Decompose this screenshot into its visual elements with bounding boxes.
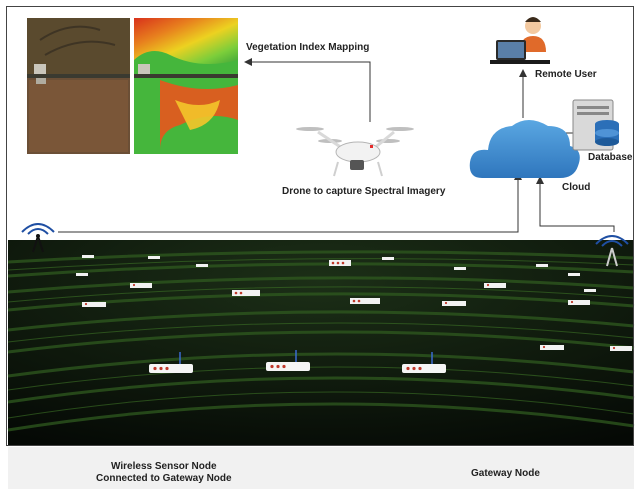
drone-icon <box>296 127 414 177</box>
legend-gateway-label: Gateway Node <box>471 468 540 479</box>
database-icon <box>572 99 619 151</box>
sensor-node-large-1 <box>149 352 193 373</box>
remote-user-label: Remote User <box>535 69 597 80</box>
gateway-node-left <box>21 223 55 253</box>
rgb-field-image <box>27 18 130 154</box>
legend-panel <box>8 447 634 489</box>
sensor-node-large-2 <box>266 350 310 371</box>
gateway-node-right <box>595 235 629 267</box>
ndvi-map-image <box>134 18 238 154</box>
cloud-label: Cloud <box>562 182 591 193</box>
legend-sensor-label: Wireless Sensor Node Connected to Gatewa… <box>96 461 232 485</box>
drone-label: Drone to capture Spectral Imagery <box>282 186 446 197</box>
vegetation-index-label: Vegetation Index Mapping <box>246 42 370 53</box>
sensor-node-leds <box>84 261 616 350</box>
cloud-icon <box>469 120 580 178</box>
remote-user-icon <box>490 17 550 64</box>
sensor-node-large-3 <box>402 352 446 373</box>
crop-field <box>7 240 635 445</box>
legend-sensor-line2: Connected to Gateway Node <box>96 473 232 484</box>
database-label: Database <box>588 152 633 163</box>
sensor-nodes <box>76 255 632 351</box>
legend-sensor-line1: Wireless Sensor Node <box>111 461 217 472</box>
